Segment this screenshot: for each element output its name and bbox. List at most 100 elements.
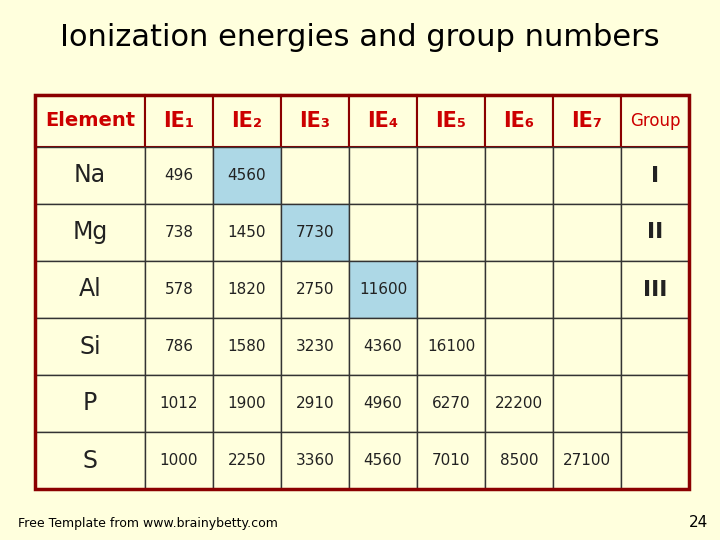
Text: 496: 496	[164, 168, 194, 183]
Text: 1012: 1012	[160, 396, 198, 411]
Text: 24: 24	[689, 515, 708, 530]
Bar	[281, 375, 349, 432]
Bar	[485, 375, 553, 432]
Text: 2750: 2750	[296, 282, 334, 297]
Bar	[281, 318, 349, 375]
Bar	[485, 147, 553, 204]
Bar	[621, 147, 689, 204]
Bar	[145, 375, 213, 432]
Bar	[621, 375, 689, 432]
Text: 1820: 1820	[228, 282, 266, 297]
Bar	[281, 261, 349, 318]
Bar	[35, 318, 145, 375]
Bar	[145, 147, 213, 204]
Text: S: S	[83, 449, 97, 472]
Text: IE₁: IE₁	[163, 111, 194, 131]
Bar	[213, 318, 281, 375]
Text: 27100: 27100	[563, 453, 611, 468]
Text: 4960: 4960	[364, 396, 402, 411]
Bar	[35, 432, 145, 489]
Bar	[485, 432, 553, 489]
Bar	[485, 318, 553, 375]
Bar	[553, 204, 621, 261]
Bar	[553, 432, 621, 489]
Bar	[485, 204, 553, 261]
Bar	[553, 147, 621, 204]
Bar	[349, 261, 417, 318]
Bar	[281, 95, 349, 147]
Bar	[621, 95, 689, 147]
Bar	[349, 95, 417, 147]
Text: III: III	[643, 280, 667, 300]
Bar	[621, 204, 689, 261]
Bar	[417, 261, 485, 318]
Bar	[621, 318, 689, 375]
Text: 22200: 22200	[495, 396, 543, 411]
Bar	[213, 375, 281, 432]
Bar	[417, 147, 485, 204]
Text: 1000: 1000	[160, 453, 198, 468]
Bar	[213, 432, 281, 489]
Bar	[417, 95, 485, 147]
Bar	[485, 95, 553, 147]
Bar	[145, 318, 213, 375]
Bar	[281, 147, 349, 204]
Text: 7010: 7010	[432, 453, 470, 468]
Text: Element: Element	[45, 111, 135, 131]
Text: IE₄: IE₄	[367, 111, 399, 131]
Bar	[417, 318, 485, 375]
Text: 4360: 4360	[364, 339, 402, 354]
Bar	[281, 204, 349, 261]
Bar	[145, 204, 213, 261]
Bar	[621, 432, 689, 489]
Text: IE₃: IE₃	[300, 111, 330, 131]
Bar	[35, 375, 145, 432]
Text: IE₂: IE₂	[232, 111, 263, 131]
Bar	[213, 261, 281, 318]
Text: Free Template from www.brainybetty.com: Free Template from www.brainybetty.com	[18, 517, 278, 530]
Text: 2910: 2910	[296, 396, 334, 411]
Text: 6270: 6270	[432, 396, 470, 411]
Bar	[349, 147, 417, 204]
Text: 11600: 11600	[359, 282, 407, 297]
Bar	[35, 95, 689, 489]
Bar	[213, 147, 281, 204]
Bar	[35, 204, 145, 261]
Bar	[145, 95, 213, 147]
Bar	[553, 95, 621, 147]
Bar	[349, 318, 417, 375]
Bar	[553, 375, 621, 432]
Bar	[621, 261, 689, 318]
Text: 4560: 4560	[228, 168, 266, 183]
Text: IE₇: IE₇	[572, 111, 603, 131]
Bar	[35, 95, 145, 147]
Text: 16100: 16100	[427, 339, 475, 354]
Bar	[349, 375, 417, 432]
Text: IE₆: IE₆	[503, 111, 534, 131]
Text: Si: Si	[79, 334, 101, 359]
Bar	[213, 204, 281, 261]
Text: Group: Group	[630, 112, 680, 130]
Bar	[417, 375, 485, 432]
Bar	[417, 432, 485, 489]
Text: 4560: 4560	[364, 453, 402, 468]
Bar	[553, 261, 621, 318]
Text: 3360: 3360	[296, 453, 334, 468]
Bar	[35, 147, 145, 204]
Text: Na: Na	[74, 164, 106, 187]
Text: II: II	[647, 222, 663, 242]
Text: 1450: 1450	[228, 225, 266, 240]
Text: IE₅: IE₅	[436, 111, 467, 131]
Text: P: P	[83, 392, 97, 415]
Bar	[145, 432, 213, 489]
Bar	[145, 261, 213, 318]
Bar	[417, 204, 485, 261]
Text: Mg: Mg	[73, 220, 107, 245]
Text: 3230: 3230	[296, 339, 334, 354]
Text: 7730: 7730	[296, 225, 334, 240]
Bar	[35, 261, 145, 318]
Text: 786: 786	[164, 339, 194, 354]
Text: I: I	[651, 165, 659, 186]
Text: 1580: 1580	[228, 339, 266, 354]
Bar	[553, 318, 621, 375]
